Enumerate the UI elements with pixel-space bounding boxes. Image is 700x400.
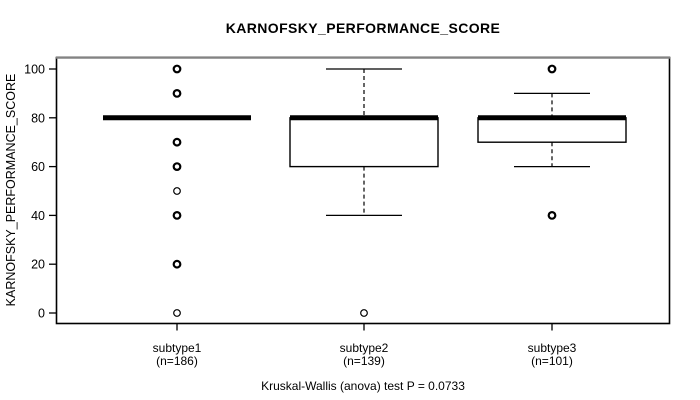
y-tick-label: 100 xyxy=(24,63,45,77)
group-label: subtype1 xyxy=(153,341,202,355)
stat-test-caption: Kruskal-Wallis (anova) test P = 0.0733 xyxy=(261,379,465,393)
box xyxy=(477,117,627,143)
plot-frame xyxy=(55,56,671,325)
outlier-point xyxy=(360,309,368,317)
group-n-label: (n=101) xyxy=(531,354,573,368)
outlier-point xyxy=(172,88,182,98)
outlier-point xyxy=(172,210,182,220)
y-tick-label: 20 xyxy=(31,258,45,272)
y-tick-label: 0 xyxy=(38,307,45,321)
outlier-point xyxy=(547,64,557,74)
outlier-point xyxy=(173,309,181,317)
outlier-point xyxy=(172,259,182,269)
group-label: subtype3 xyxy=(528,341,577,355)
group-n-label: (n=139) xyxy=(343,354,385,368)
y-tick-label: 80 xyxy=(31,111,45,125)
outlier-point xyxy=(547,210,557,220)
outlier-point xyxy=(172,162,182,172)
box xyxy=(289,117,439,168)
outlier-point xyxy=(173,187,181,195)
outlier-point xyxy=(172,137,182,147)
group-n-label: (n=186) xyxy=(156,354,198,368)
chart-title: KARNOFSKY_PERFORMANCE_SCORE xyxy=(225,20,501,36)
y-tick-label: 40 xyxy=(31,209,45,223)
outlier-point xyxy=(172,64,182,74)
y-tick-label: 60 xyxy=(31,160,45,174)
group-label: subtype2 xyxy=(340,341,389,355)
